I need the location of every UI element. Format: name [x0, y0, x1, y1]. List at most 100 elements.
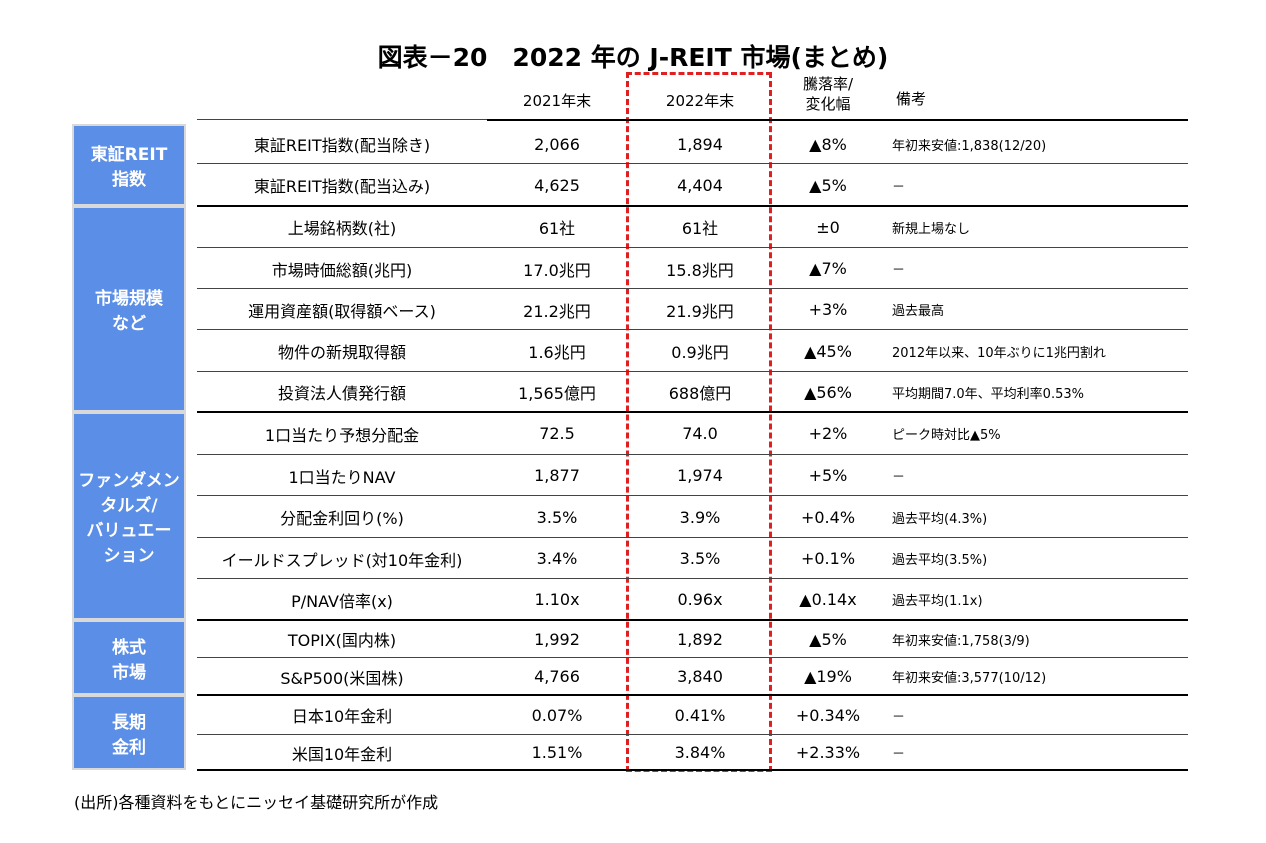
- rule: [197, 537, 1188, 538]
- group-label-line: 市場: [112, 662, 146, 683]
- row-value: 72.5: [539, 424, 575, 443]
- row-value: 61社: [538, 219, 576, 238]
- rule: [197, 657, 1188, 658]
- row-item: 市場時価総額(兆円): [271, 260, 413, 280]
- group-label-line: タルズ/: [100, 496, 158, 516]
- rule: [197, 247, 1188, 248]
- header-change-line: 変化幅: [805, 95, 851, 113]
- rule: [197, 411, 1188, 413]
- rule: [197, 119, 487, 120]
- header-2021: 2021年末: [522, 92, 592, 110]
- row-note: －: [892, 470, 906, 485]
- rule: [197, 578, 1188, 579]
- row-value: +0.4%: [800, 507, 856, 527]
- row-value: ▲19%: [804, 667, 852, 686]
- row-item: 東証REIT指数(配当込み): [253, 177, 431, 196]
- header-note: 備考: [896, 90, 927, 108]
- row-item: 物件の新規取得額: [277, 343, 406, 362]
- row-value: ▲45%: [804, 341, 852, 361]
- group-label-line: 東証REIT: [90, 145, 168, 165]
- rule: [197, 371, 1188, 372]
- rule: [197, 694, 1188, 696]
- row-item: 投資法人債発行額: [277, 384, 406, 403]
- row-note: ピーク時対比▲5%: [892, 428, 1001, 443]
- row-value: 21.9兆円: [666, 301, 734, 321]
- row-item: 1口当たりNAV: [288, 467, 396, 487]
- row-item: 上場銘柄数(社): [287, 219, 397, 238]
- row-item: 1口当たり予想分配金: [264, 425, 420, 445]
- group-label-line: ファンダメン: [78, 471, 180, 491]
- row-value: 3.5%: [536, 507, 578, 527]
- row-value: ▲8%: [809, 134, 847, 154]
- row-value: +3%: [808, 300, 848, 319]
- row-value: +2%: [808, 424, 848, 443]
- row-value: +0.34%: [795, 705, 861, 725]
- row-value: 1,974: [677, 466, 723, 485]
- rule: [197, 288, 1188, 289]
- rule: [197, 769, 1188, 771]
- row-value: 0.41%: [674, 705, 726, 725]
- group-label: 東証REIT 指数: [72, 124, 186, 206]
- row-value: ±0: [816, 217, 840, 237]
- row-note: 平均期間7.0年、平均利率0.53%: [892, 386, 1084, 402]
- row-value: 0.9兆円: [671, 343, 729, 362]
- row-value: 3.4%: [536, 549, 578, 568]
- rule: [197, 495, 1188, 496]
- row-note: 年初来安値:3,577(10/12): [892, 671, 1047, 686]
- group-label-line: ション: [103, 546, 155, 566]
- row-value: +0.1%: [800, 549, 856, 568]
- row-note: 新規上場なし: [892, 221, 971, 237]
- row-value: 1.6兆円: [528, 343, 586, 362]
- row-value: ▲7%: [809, 259, 847, 278]
- row-note: 過去平均(1.1x): [892, 594, 983, 609]
- rule: [197, 734, 1188, 735]
- group-label-line: 指数: [112, 170, 146, 190]
- group-label-line: 株式: [112, 637, 146, 658]
- row-note: 2012年以来、10年ぶりに1兆円割れ: [892, 345, 1106, 361]
- row-value: 1,877: [534, 466, 580, 485]
- row-item: 分配金利回り(%): [280, 509, 404, 528]
- group-label-line: など: [112, 314, 146, 334]
- row-value: 15.8兆円: [666, 260, 734, 280]
- row-value: 4,625: [534, 175, 580, 195]
- group-label: 株式 市場: [72, 620, 186, 695]
- group-label-line: バリュエー: [86, 521, 172, 541]
- group-label-line: 市場規模: [95, 289, 163, 309]
- row-value: 74.0: [682, 424, 718, 443]
- row-item: S&P500(米国株): [280, 668, 404, 688]
- rule: [197, 619, 1188, 621]
- row-note: 年初来安値:1,758(3/9): [892, 633, 1030, 649]
- row-value: +5%: [808, 466, 848, 485]
- row-note: －: [892, 263, 906, 278]
- group-label-line: 金利: [112, 737, 146, 758]
- row-note: 年初来安値:1,838(12/20): [892, 138, 1047, 154]
- row-value: 3,840: [677, 667, 723, 686]
- header-change: 騰落率/ 変化幅: [772, 74, 884, 114]
- row-note: －: [892, 709, 906, 725]
- row-value: 1.10x: [534, 590, 580, 609]
- row-value: 3.84%: [674, 743, 726, 762]
- row-value: 2,066: [534, 134, 580, 154]
- group-label: 長期 金利: [72, 695, 186, 770]
- row-value: 688億円: [668, 384, 732, 403]
- header-change-line: 騰落率/: [802, 75, 854, 93]
- rule: [197, 329, 1188, 330]
- row-value: 1,892: [677, 629, 723, 649]
- row-value: ▲0.14x: [799, 590, 857, 609]
- rule: [197, 163, 1188, 164]
- rule: [197, 454, 1188, 455]
- row-value: 3.5%: [679, 549, 721, 568]
- row-item: イールドスプレッド(対10年金利): [221, 550, 463, 570]
- row-value: ▲56%: [804, 382, 852, 402]
- row-value: 3.9%: [679, 507, 721, 527]
- group-label-line: 長期: [112, 712, 146, 733]
- row-value: 17.0兆円: [523, 260, 591, 280]
- rule: [197, 205, 1188, 207]
- row-item: 米国10年金利: [291, 744, 393, 764]
- title: 図表－20 2022 年の J-REIT 市場(まとめ): [377, 43, 889, 72]
- row-item: TOPIX(国内株): [287, 631, 397, 650]
- row-note: 過去最高: [892, 304, 945, 319]
- source: (出所)各種資料をもとにニッセイ基礎研究所が作成: [74, 793, 439, 812]
